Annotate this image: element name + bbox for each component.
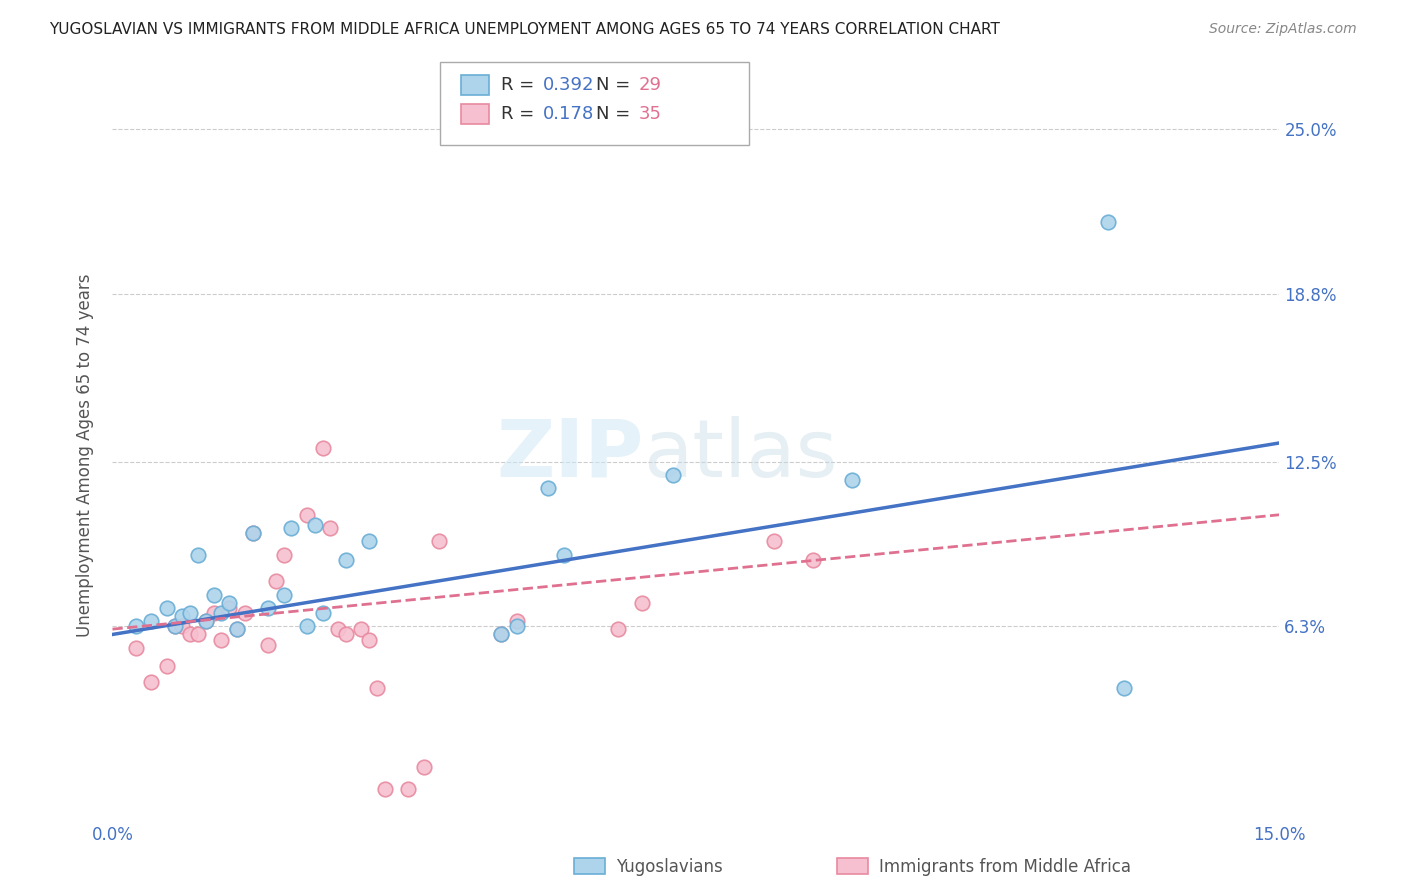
Point bbox=[233, 606, 256, 620]
Point bbox=[179, 627, 201, 641]
Point bbox=[350, 622, 373, 636]
Text: 0.178: 0.178 bbox=[543, 105, 593, 123]
Point bbox=[630, 595, 652, 609]
Point bbox=[396, 781, 419, 796]
Point bbox=[491, 627, 513, 641]
Text: 29: 29 bbox=[638, 76, 661, 94]
Point bbox=[491, 627, 513, 641]
Point bbox=[242, 526, 264, 541]
Point bbox=[427, 534, 450, 549]
Point bbox=[273, 548, 295, 562]
Text: ZIP: ZIP bbox=[496, 416, 644, 494]
Text: N =: N = bbox=[596, 76, 636, 94]
Point bbox=[661, 467, 683, 482]
Text: atlas: atlas bbox=[644, 416, 838, 494]
Point bbox=[194, 614, 217, 628]
Point bbox=[762, 534, 785, 549]
Point bbox=[295, 508, 318, 522]
Point bbox=[359, 632, 381, 647]
Point bbox=[141, 614, 163, 628]
Point bbox=[194, 614, 217, 628]
Point bbox=[335, 627, 357, 641]
Point bbox=[801, 553, 824, 567]
Point bbox=[295, 619, 318, 633]
Text: Source: ZipAtlas.com: Source: ZipAtlas.com bbox=[1209, 22, 1357, 37]
Text: 35: 35 bbox=[638, 105, 661, 123]
Text: R =: R = bbox=[501, 105, 540, 123]
Point bbox=[163, 619, 186, 633]
Point bbox=[242, 526, 264, 541]
Text: N =: N = bbox=[596, 105, 636, 123]
Point bbox=[125, 619, 148, 633]
Point bbox=[218, 600, 240, 615]
Point bbox=[264, 574, 287, 589]
Point bbox=[209, 606, 232, 620]
Point bbox=[156, 659, 179, 673]
Point bbox=[156, 600, 179, 615]
Point bbox=[553, 548, 575, 562]
Point bbox=[841, 473, 863, 487]
Point bbox=[257, 600, 280, 615]
Text: 0.392: 0.392 bbox=[543, 76, 595, 94]
Point bbox=[226, 622, 249, 636]
Point bbox=[319, 521, 342, 535]
Point bbox=[537, 481, 560, 495]
Text: YUGOSLAVIAN VS IMMIGRANTS FROM MIDDLE AFRICA UNEMPLOYMENT AMONG AGES 65 TO 74 YE: YUGOSLAVIAN VS IMMIGRANTS FROM MIDDLE AF… bbox=[49, 22, 1000, 37]
Point bbox=[209, 632, 232, 647]
Point bbox=[226, 622, 249, 636]
Point bbox=[280, 521, 302, 535]
Point bbox=[172, 619, 194, 633]
Point bbox=[359, 534, 381, 549]
Point bbox=[311, 442, 333, 456]
Point bbox=[311, 606, 333, 620]
Point bbox=[412, 760, 434, 774]
Point bbox=[125, 640, 148, 655]
Point bbox=[506, 619, 529, 633]
Point bbox=[257, 638, 280, 652]
Point bbox=[273, 588, 295, 602]
Point bbox=[202, 606, 225, 620]
Point bbox=[1112, 681, 1135, 695]
Text: R =: R = bbox=[501, 76, 540, 94]
Point bbox=[163, 619, 186, 633]
Point bbox=[202, 588, 225, 602]
Text: Yugoslavians: Yugoslavians bbox=[616, 858, 723, 876]
Point bbox=[326, 622, 349, 636]
Point bbox=[374, 781, 396, 796]
Point bbox=[187, 627, 209, 641]
Point bbox=[335, 553, 357, 567]
Point bbox=[172, 608, 194, 623]
Point bbox=[366, 681, 388, 695]
Point bbox=[141, 675, 163, 690]
Point bbox=[607, 622, 630, 636]
Point bbox=[1097, 215, 1119, 229]
Point bbox=[179, 606, 201, 620]
Y-axis label: Unemployment Among Ages 65 to 74 years: Unemployment Among Ages 65 to 74 years bbox=[76, 273, 94, 637]
Text: Immigrants from Middle Africa: Immigrants from Middle Africa bbox=[879, 858, 1130, 876]
Point bbox=[304, 518, 326, 533]
Point bbox=[218, 595, 240, 609]
Point bbox=[187, 548, 209, 562]
Point bbox=[506, 614, 529, 628]
